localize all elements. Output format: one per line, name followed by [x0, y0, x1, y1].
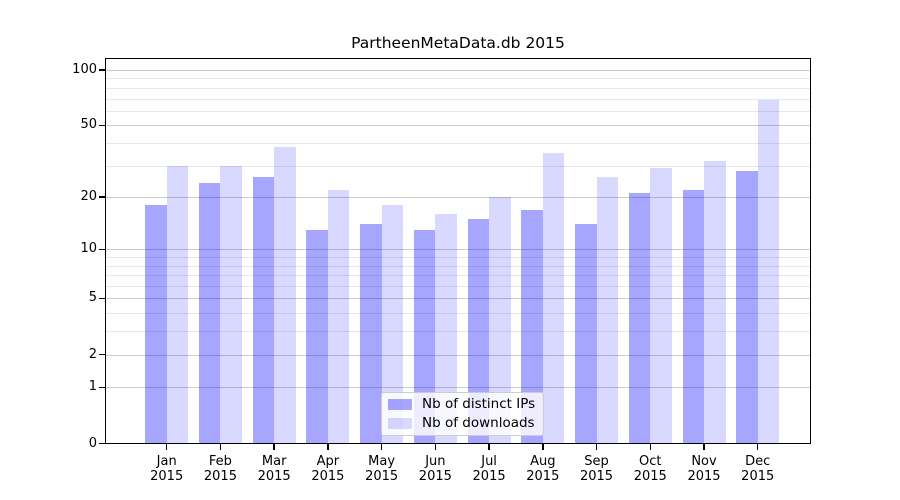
bar-distinct-ips	[145, 205, 167, 444]
x-tickmark	[166, 443, 168, 450]
bar-downloads	[650, 168, 672, 444]
gridline-minor	[105, 110, 811, 112]
legend-label-downloads: Nb of downloads	[422, 415, 535, 431]
chart-title: PartheenMetaData.db 2015	[351, 34, 565, 52]
bar-distinct-ips	[360, 224, 382, 444]
gridline-minor	[105, 165, 811, 167]
x-tick-label: May 2015	[365, 453, 399, 485]
legend-swatch-downloads	[388, 418, 412, 429]
y-tick-label: 0	[88, 435, 97, 451]
gridline-minor	[105, 87, 811, 89]
x-tickmark	[757, 443, 759, 450]
bar-downloads	[381, 205, 404, 444]
gridline-minor	[105, 142, 811, 144]
plot-area: Nb of distinct IPs Nb of downloads	[105, 58, 811, 444]
bar-downloads	[220, 165, 242, 444]
x-tickmark	[380, 443, 383, 450]
x-tick-label: Jun 2015	[418, 453, 452, 485]
x-tickmark	[327, 443, 329, 450]
bar-distinct-ips	[198, 182, 221, 444]
x-tickmark	[219, 443, 222, 450]
y-tickmark	[99, 386, 105, 389]
y-tickmark	[99, 353, 105, 356]
gridline-minor	[105, 98, 811, 100]
legend-item-downloads: Nb of downloads	[388, 416, 537, 431]
y-tick-label: 50	[80, 117, 97, 133]
bar-distinct-ips	[736, 170, 758, 444]
gridline-minor	[105, 265, 811, 267]
x-tick-label: Apr 2015	[311, 453, 345, 485]
bar-downloads	[542, 153, 565, 444]
bar-downloads	[704, 160, 726, 444]
x-tick-label: Aug 2015	[526, 453, 560, 485]
bar-distinct-ips	[521, 209, 543, 444]
bar-distinct-ips	[682, 189, 704, 444]
gridline-major	[105, 249, 811, 251]
bar-downloads	[327, 189, 350, 444]
gridline-major	[105, 387, 811, 389]
gridline-major	[105, 298, 811, 300]
gridline-minor	[105, 78, 811, 80]
gridline-minor	[105, 257, 811, 259]
gridline-minor	[105, 313, 811, 315]
x-tick-label: Mar 2015	[257, 453, 291, 485]
gridline-major	[105, 70, 811, 71]
x-tickmark	[542, 443, 544, 450]
y-tick-label: 100	[72, 62, 97, 77]
legend-item-distinct-ips: Nb of distinct IPs	[388, 397, 537, 412]
bar-distinct-ips	[575, 224, 597, 444]
y-tickmark	[99, 69, 105, 71]
x-tick-label: Oct 2015	[633, 453, 667, 485]
y-tickmark	[99, 196, 105, 198]
gridline-minor	[105, 286, 811, 288]
bar-downloads	[596, 176, 619, 444]
y-tick-label: 20	[80, 189, 97, 205]
x-tick-label: Feb 2015	[203, 453, 237, 485]
x-tickmark	[595, 443, 598, 450]
y-tickmark	[99, 442, 105, 445]
legend: Nb of distinct IPs Nb of downloads	[381, 392, 544, 436]
y-tick-label: 5	[88, 290, 97, 306]
x-tick-label: Nov 2015	[687, 453, 721, 485]
x-tickmark	[488, 443, 490, 450]
bar-downloads	[489, 197, 511, 444]
x-tick-label: Jan 2015	[150, 453, 184, 485]
gridline-minor	[105, 331, 811, 333]
y-tick-label: 2	[88, 346, 97, 362]
y-tickmark	[99, 297, 105, 300]
bar-distinct-ips	[628, 193, 651, 444]
bar-distinct-ips	[467, 219, 490, 444]
bar-downloads	[166, 165, 189, 444]
gridline-major	[105, 125, 811, 127]
bar-downloads	[274, 147, 296, 444]
y-tick-label: 1	[88, 379, 97, 395]
bar-downloads	[757, 99, 780, 444]
bar-distinct-ips	[252, 176, 275, 444]
x-tick-label: Jul 2015	[472, 453, 506, 485]
x-tickmark	[703, 443, 705, 450]
bar-distinct-ips	[413, 229, 436, 444]
gridline-major	[105, 354, 811, 356]
x-tickmark	[273, 443, 275, 450]
gridline-minor	[105, 275, 811, 277]
bar-distinct-ips	[306, 229, 328, 444]
legend-label-distinct-ips: Nb of distinct IPs	[422, 396, 536, 412]
y-tick-label: 10	[80, 241, 97, 257]
x-tickmark	[434, 443, 437, 450]
x-tickmark	[649, 443, 651, 450]
y-tickmark	[99, 124, 105, 126]
bar-downloads	[435, 214, 457, 444]
x-tick-label: Sep 2015	[579, 453, 614, 485]
legend-swatch-distinct-ips	[388, 399, 412, 410]
gridline-major	[105, 197, 811, 199]
y-tickmark	[99, 248, 105, 251]
x-tick-label: Dec 2015	[741, 453, 775, 485]
